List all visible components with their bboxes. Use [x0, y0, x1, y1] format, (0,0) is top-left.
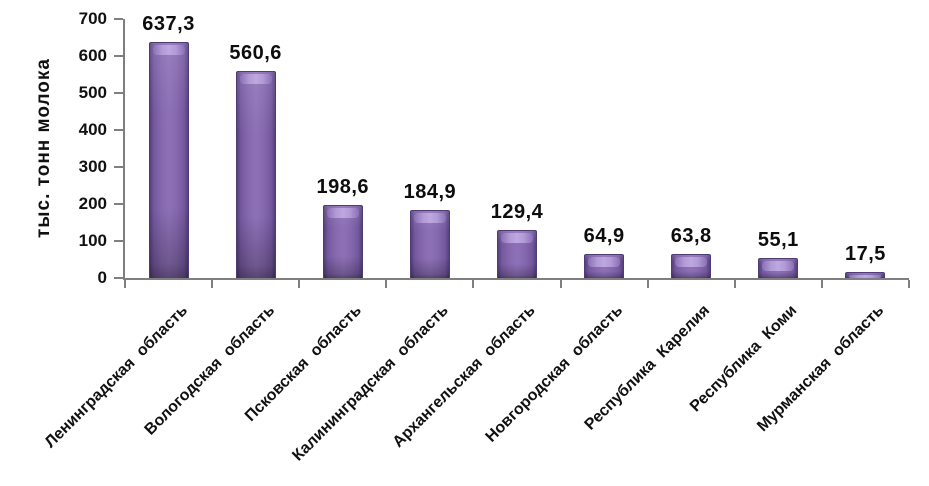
- x-tick: [472, 280, 475, 288]
- bar: [497, 230, 537, 278]
- y-tick: [114, 18, 123, 20]
- x-tick: [820, 280, 823, 288]
- bar-highlight-cap: [239, 73, 272, 84]
- bar: [758, 257, 799, 278]
- value-label: 63,8: [670, 225, 712, 248]
- bar: [322, 204, 363, 278]
- value-label: 64,9: [583, 224, 625, 247]
- y-tick: [114, 55, 123, 57]
- y-tick-label: 500: [78, 83, 107, 102]
- bar-highlight-cap: [326, 207, 359, 218]
- y-tick: [114, 240, 123, 242]
- bar-highlight-cap: [501, 233, 533, 244]
- x-tick: [733, 280, 736, 288]
- bar-highlight-cap: [675, 257, 708, 268]
- x-axis-line: [123, 278, 909, 280]
- category-label: Архангельская область: [390, 302, 540, 451]
- value-label: 198,6: [316, 175, 370, 198]
- y-tick-label: 0: [97, 268, 107, 287]
- y-tick: [114, 203, 123, 205]
- y-tick-label: 200: [78, 194, 107, 213]
- bar: [409, 209, 450, 278]
- y-axis-title: тыс. тонн молока: [33, 58, 54, 238]
- category-label: Ленинградская область: [41, 302, 191, 452]
- x-tick: [124, 280, 126, 288]
- value-label: 129,4: [490, 201, 544, 224]
- bar: [584, 253, 625, 278]
- value-label: 637,3: [142, 13, 195, 36]
- y-tick-label: 100: [78, 231, 107, 250]
- x-tick: [559, 280, 562, 288]
- bar-highlight-cap: [413, 212, 446, 223]
- x-tick: [211, 280, 214, 288]
- x-tick: [646, 280, 649, 288]
- y-tick-label: 300: [78, 157, 107, 176]
- bar-highlight-cap: [762, 260, 795, 271]
- y-tick: [114, 129, 123, 131]
- y-tick-label: 600: [78, 46, 107, 65]
- category-label: Калининградская область: [289, 302, 452, 465]
- bar-highlight-cap: [152, 45, 185, 56]
- x-tick: [385, 280, 388, 288]
- x-tick: [908, 280, 910, 288]
- y-tick: [114, 92, 123, 94]
- bar: [148, 42, 189, 278]
- bar: [235, 70, 276, 278]
- value-label: 17,5: [844, 242, 886, 265]
- y-tick-label: 400: [78, 120, 107, 139]
- y-tick-label: 700: [78, 9, 107, 28]
- x-tick: [298, 280, 301, 288]
- y-tick: [114, 166, 123, 168]
- value-label: 560,6: [229, 41, 282, 64]
- value-label: 184,9: [403, 180, 457, 203]
- bar-highlight-cap: [588, 256, 621, 267]
- y-tick: [114, 277, 123, 279]
- bar: [671, 254, 712, 278]
- y-axis-line: [123, 19, 125, 278]
- bar: [845, 271, 886, 278]
- bar-highlight-cap: [849, 274, 882, 278]
- value-label: 55,1: [757, 228, 799, 251]
